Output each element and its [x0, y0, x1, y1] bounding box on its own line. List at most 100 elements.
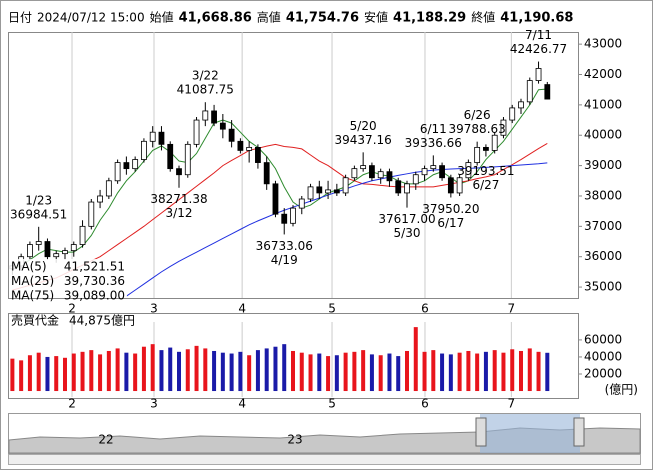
- annotation-date: 3/12: [166, 206, 193, 220]
- volume-bar: [45, 356, 50, 392]
- annotation: 39193.516/27: [457, 164, 514, 192]
- legend-name: MA(5): [11, 260, 47, 274]
- volume-bar: [106, 350, 111, 392]
- candle-body: [386, 171, 393, 182]
- annotation-date: 7/11: [525, 28, 552, 42]
- volume-bar: [71, 353, 76, 392]
- legend-name: MA(25): [11, 274, 54, 288]
- volume-bar: [334, 355, 339, 392]
- candle-body: [526, 80, 533, 103]
- volume-bar: [369, 354, 374, 392]
- annotation-date: 6/26: [464, 108, 491, 122]
- candle-body: [53, 253, 60, 258]
- x-tick-label: 7: [508, 302, 516, 316]
- volume-bar: [159, 350, 164, 392]
- candle-body: [27, 244, 33, 258]
- candle-body: [193, 119, 200, 145]
- volume-bar: [483, 351, 488, 392]
- volume-bar: [527, 348, 532, 392]
- y-tick-label: 42000: [584, 67, 622, 81]
- volume-bar: [220, 352, 225, 392]
- annotation-date: 6/17: [437, 216, 464, 230]
- scrollbar[interactable]: [8, 454, 641, 465]
- volume-bar: [299, 352, 304, 392]
- candle-body: [70, 244, 77, 252]
- volume-bar: [168, 347, 173, 392]
- legend-value: 41,521.51: [64, 260, 125, 274]
- candle-body: [176, 168, 182, 176]
- volume-bar: [448, 354, 453, 392]
- navigator-handle-right[interactable]: [573, 417, 585, 447]
- volume-bar: [466, 350, 471, 392]
- volume-bar: [115, 348, 120, 392]
- legend-box: [9, 259, 127, 298]
- volume-latest: 44,875億円: [69, 314, 135, 328]
- candle-body: [412, 174, 419, 185]
- candle-body: [360, 165, 367, 170]
- legend-value: 39,730.36: [64, 274, 125, 288]
- x-tick-label: 6: [421, 302, 429, 316]
- candle-body: [447, 177, 454, 194]
- header-text: 41,754.76: [286, 11, 359, 26]
- candle-body: [421, 168, 428, 176]
- candle-body: [237, 140, 244, 151]
- annotation-value: 41087.75: [177, 83, 234, 97]
- volume-bar: [396, 356, 401, 392]
- annotation: 38271.383/12: [150, 192, 207, 220]
- candle-body: [351, 168, 358, 179]
- x-tick-label: 5: [328, 302, 336, 316]
- x-tick-label: 2: [68, 397, 76, 411]
- candle-body: [123, 162, 130, 170]
- y-tick-label: 41000: [584, 97, 622, 111]
- candle-body: [263, 162, 270, 185]
- annotation-date: 6/11: [420, 122, 447, 136]
- candle-body: [202, 110, 209, 121]
- candle-body: [325, 189, 331, 194]
- volume-bar: [80, 351, 85, 392]
- annotation-value: 37950.20: [422, 202, 479, 216]
- candle-body: [316, 186, 323, 194]
- header-text: 終値: [471, 10, 495, 25]
- volume-bar: [378, 355, 383, 392]
- candle-body: [544, 84, 551, 100]
- navigator-handle-left[interactable]: [475, 417, 487, 447]
- y-tick-label: 43000: [584, 37, 622, 51]
- annotation-value: 36733.06: [256, 239, 313, 253]
- volume-bar: [63, 357, 67, 392]
- volume-bar: [440, 353, 445, 392]
- candle-body: [465, 162, 472, 179]
- volume-bar: [545, 352, 550, 392]
- candle-body: [342, 177, 349, 194]
- volume-bar: [255, 350, 260, 392]
- volume-title: 売買代金: [11, 313, 59, 328]
- legend-name: MA(75): [11, 289, 54, 303]
- volume-bar: [457, 352, 462, 392]
- annotation-value: 38271.38: [150, 192, 207, 206]
- volume-bar: [98, 354, 103, 392]
- volume-bar: [492, 350, 497, 392]
- volume-bar: [212, 350, 217, 392]
- candle-body: [491, 134, 498, 151]
- candle-body: [149, 131, 156, 142]
- legend-value: 39,089.00: [64, 289, 125, 303]
- candle-body: [404, 183, 410, 194]
- navigator[interactable]: [8, 413, 641, 465]
- candle-body: [228, 128, 235, 142]
- annotation-value: 39336.66: [405, 136, 462, 150]
- y-tick-label: 40000: [584, 128, 622, 142]
- candle-body: [369, 165, 375, 179]
- volume-bar: [536, 351, 541, 392]
- candle-body: [105, 180, 112, 197]
- candle-body: [88, 201, 95, 227]
- navigator-window[interactable]: [480, 414, 580, 453]
- volume-bar: [422, 351, 427, 392]
- volume-bar: [501, 352, 506, 392]
- annotation-date: 3/22: [192, 69, 219, 83]
- header-text: 2024/07/12 15:00: [37, 11, 145, 25]
- candle-body: [535, 68, 542, 81]
- annotation-value: 37617.00: [378, 212, 435, 226]
